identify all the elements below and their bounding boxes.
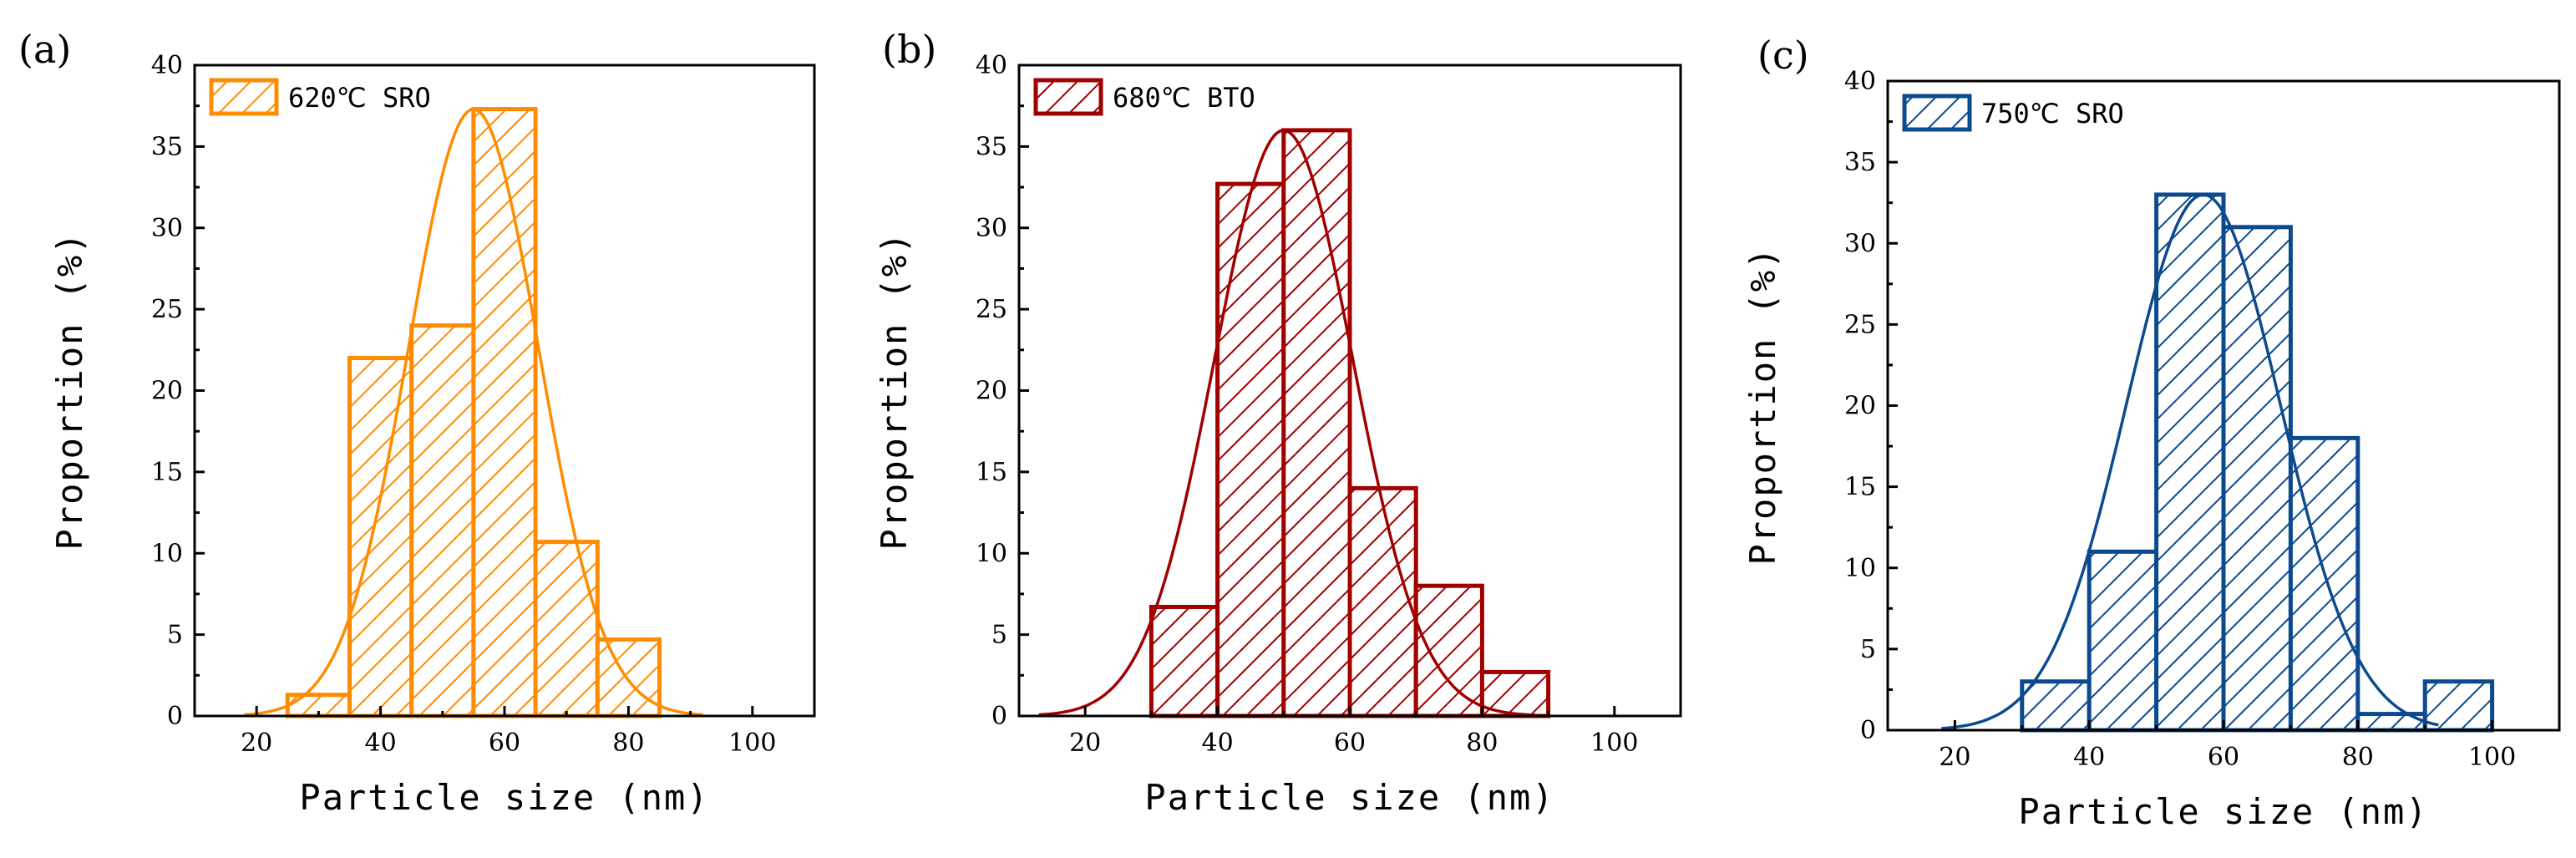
x-tick-label: 100 <box>728 729 776 758</box>
x-tick-label: 20 <box>1069 729 1101 758</box>
legend-label: 750℃ SRO <box>1981 98 2124 129</box>
plot-area: 0 5 10 15 20 25 30 35 40 20 40 60 80 100 <box>976 51 1682 758</box>
x-tick-label: 80 <box>2342 743 2374 772</box>
histogram-bar <box>2221 225 2293 733</box>
y-tick-label: 25 <box>151 295 183 324</box>
plot-area: 0 5 10 15 20 25 30 35 40 20 40 60 80 100 <box>1844 67 2561 772</box>
y-tick-label: 25 <box>1844 310 1876 339</box>
y-tick-label: 35 <box>1844 148 1876 177</box>
y-tick-label: 40 <box>976 51 1007 80</box>
x-axis-label: Particle size (nm) <box>1144 777 1554 818</box>
legend-label: 620℃ SRO <box>288 82 431 114</box>
legend-label: 680℃ BTO <box>1113 82 1255 114</box>
histogram-bar <box>1281 128 1352 718</box>
y-tick-label: 15 <box>1844 473 1876 502</box>
x-tick-label: 100 <box>2468 743 2516 772</box>
histogram-bar <box>1215 181 1286 718</box>
histogram-bar <box>533 540 600 718</box>
x-tick-label: 100 <box>1590 729 1638 758</box>
x-tick-label: 60 <box>1334 729 1366 758</box>
legend-swatch <box>1902 94 1972 132</box>
x-tick-label: 80 <box>1466 729 1498 758</box>
x-axis-label: Particle size (nm) <box>2018 791 2428 832</box>
panel-b: (b) 0 5 10 15 20 25 30 35 40 20 40 60 80 100 680℃ BTO… <box>874 27 1682 818</box>
y-tick-label: 10 <box>1844 554 1876 583</box>
x-tick-label: 40 <box>2073 743 2105 772</box>
fit-curve <box>1941 193 2439 730</box>
legend-swatch <box>209 78 279 116</box>
y-axis-label: Proportion (%) <box>49 231 90 550</box>
panel-label: (b) <box>882 27 936 72</box>
x-axis-label: Particle size (nm) <box>299 777 709 818</box>
y-tick-label: 30 <box>151 214 183 243</box>
y-tick-label: 10 <box>151 539 183 568</box>
histogram-bar <box>347 356 414 718</box>
histogram-bar <box>1149 605 1220 718</box>
y-tick-label: 30 <box>1844 229 1876 258</box>
x-tick-label: 80 <box>612 729 644 758</box>
panel-label: (a) <box>18 27 71 72</box>
histogram-bar <box>2020 679 2092 733</box>
y-tick-label: 20 <box>151 377 183 406</box>
y-tick-label: 35 <box>151 132 183 161</box>
y-tick-label: 5 <box>167 621 183 650</box>
histogram-bar <box>409 323 476 718</box>
y-tick-label: 25 <box>976 295 1007 324</box>
y-tick-label: 5 <box>1860 635 1876 664</box>
y-tick-label: 0 <box>991 702 1007 731</box>
fit-curve <box>244 107 703 717</box>
histogram-bar <box>2154 192 2226 733</box>
fit-curve <box>1038 129 1549 718</box>
histogram-bar <box>471 107 538 718</box>
y-tick-label: 30 <box>976 214 1007 243</box>
histogram-bar <box>2288 435 2360 733</box>
panel-c: (c) 0 5 10 15 20 25 30 35 40 20 40 60 80 100 750℃ SRO… <box>1742 33 2561 832</box>
histogram-bar <box>595 637 662 718</box>
y-tick-label: 15 <box>976 458 1007 487</box>
x-tick-label: 40 <box>1202 729 1234 758</box>
y-tick-label: 0 <box>1860 716 1876 745</box>
plot-area: 0 5 10 15 20 25 30 35 40 20 40 60 80 100 <box>151 51 816 758</box>
histogram-bar <box>2087 549 2159 733</box>
legend-swatch <box>1033 78 1103 116</box>
histogram-bar <box>1413 583 1484 718</box>
y-tick-label: 5 <box>991 621 1007 650</box>
panel-a: (a) 0 5 10 15 20 25 30 35 40 20 40 60 80 100 620℃ SRO… <box>18 27 816 818</box>
y-tick-label: 10 <box>976 539 1007 568</box>
y-tick-label: 35 <box>976 132 1007 161</box>
y-tick-label: 20 <box>976 377 1007 406</box>
y-tick-label: 15 <box>151 458 183 487</box>
x-tick-label: 60 <box>2208 743 2239 772</box>
y-tick-label: 40 <box>1844 67 1876 96</box>
histogram-bar <box>1347 485 1418 718</box>
x-tick-label: 20 <box>241 729 272 758</box>
x-tick-label: 60 <box>489 729 520 758</box>
y-tick-label: 20 <box>1844 392 1876 421</box>
x-tick-label: 20 <box>1939 743 1970 772</box>
y-axis-label: Proportion (%) <box>1742 246 1783 565</box>
panel-label: (c) <box>1757 33 1809 78</box>
y-tick-label: 0 <box>167 702 183 731</box>
y-tick-label: 40 <box>151 51 183 80</box>
y-axis-label: Proportion (%) <box>874 231 915 550</box>
x-tick-label: 40 <box>365 729 397 758</box>
